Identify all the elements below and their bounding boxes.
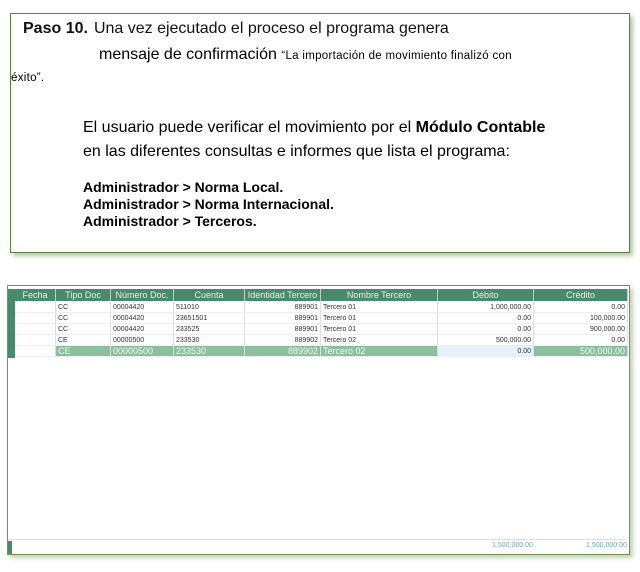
menu-path: Administrador > Terceros. — [83, 213, 257, 229]
cell-credito[interactable]: 0.00 — [534, 335, 628, 346]
cell-numero-doc[interactable]: 00004420 — [111, 302, 174, 313]
column-header-fecha[interactable]: Fecha — [15, 289, 56, 301]
cell-numero-doc[interactable]: 00004420 — [111, 313, 174, 324]
cell-nombre-tercero[interactable]: Tercero 01 — [321, 324, 438, 335]
step-text-2: mensaje de confirmación — [99, 46, 277, 63]
cell-debito[interactable]: 0.00 — [438, 346, 534, 357]
cell-credito[interactable]: 500,000.00 — [534, 346, 628, 357]
confirmation-message: “La importación de movimiento finalizó c… — [281, 50, 512, 62]
instruction-box: Paso 10. Una vez ejecutado el proceso el … — [10, 13, 630, 253]
cell-nombre-tercero[interactable]: Tercero 01 — [321, 302, 438, 313]
cell-identidad-tercero[interactable]: 889902 — [245, 346, 321, 357]
cell-identidad-tercero[interactable]: 889901 — [245, 313, 321, 324]
totals-row — [8, 539, 627, 554]
column-header-identidad-tercero[interactable]: Identidad Tercero — [245, 289, 321, 301]
verify-text-before: El usuario puede verificar el movimiento… — [83, 119, 412, 136]
cell-tipo-doc[interactable]: CE — [56, 335, 111, 346]
cell-debito[interactable]: 0.00 — [438, 324, 534, 335]
cell-cuenta[interactable]: 233530 — [174, 335, 245, 346]
verify-text: El usuario puede verificar el movimiento… — [83, 116, 545, 164]
cell-identidad-tercero[interactable]: 889901 — [245, 324, 321, 335]
module-name: Módulo Contable — [415, 119, 546, 136]
column-header-numero-doc[interactable]: Número Doc. — [111, 289, 174, 301]
cell-nombre-tercero[interactable]: Tercero 02 — [321, 335, 438, 346]
cell-debito[interactable]: 0.00 — [438, 313, 534, 324]
column-header-cuenta[interactable]: Cuenta — [174, 289, 245, 301]
step-line: Paso 10. Una vez ejecutado el proceso el … — [23, 20, 449, 38]
cell-cuenta[interactable]: 511010 — [174, 302, 245, 313]
row-selector-column[interactable] — [8, 289, 15, 358]
cell-credito[interactable]: 0.00 — [534, 302, 628, 313]
confirmation-message-end: éxito”. — [11, 72, 45, 84]
cell-cuenta[interactable]: 23651501 — [174, 313, 245, 324]
cell-debito[interactable]: 500,000.00 — [438, 335, 534, 346]
cell-nombre-tercero[interactable]: Tercero 01 — [321, 313, 438, 324]
cell-fecha[interactable] — [15, 302, 56, 313]
cell-fecha[interactable] — [15, 335, 56, 346]
column-header-debito[interactable]: Débito — [438, 289, 534, 301]
cell-credito[interactable]: 100,000.00 — [534, 313, 628, 324]
cell-nombre-tercero[interactable]: Tercero 02 — [321, 346, 438, 357]
total-credito: 1,500,000.00 — [586, 542, 627, 549]
step-label: Paso 10. — [23, 20, 88, 37]
totals-row-marker — [8, 541, 12, 554]
cell-fecha[interactable] — [15, 346, 56, 357]
cell-cuenta[interactable]: 233530 — [174, 346, 245, 357]
menu-path: Administrador > Norma Internacional. — [83, 196, 334, 212]
cell-cuenta[interactable]: 233525 — [174, 324, 245, 335]
cell-debito[interactable]: 1,000,000.00 — [438, 302, 534, 313]
column-header-credito[interactable]: Crédito — [534, 289, 628, 301]
column-header-tipo-doc[interactable]: Tipo Doc — [56, 289, 111, 301]
cell-fecha[interactable] — [15, 324, 56, 335]
verify-text-after: en las diferentes consultas e informes q… — [83, 143, 510, 160]
menu-paths: Administrador > Norma Local. Administrad… — [83, 179, 334, 230]
cell-tipo-doc[interactable]: CC — [56, 302, 111, 313]
cell-numero-doc[interactable]: 00004420 — [111, 324, 174, 335]
total-debito: 1,500,000.00 — [492, 542, 533, 549]
menu-path: Administrador > Norma Local. — [83, 179, 284, 195]
cell-numero-doc[interactable]: 00000500 — [111, 346, 174, 357]
movements-grid[interactable]: 1,500,000.00 1,500,000.00 Fecha Tipo Doc N… — [7, 285, 630, 555]
cell-identidad-tercero[interactable]: 889902 — [245, 335, 321, 346]
step-text: Una vez ejecutado el proceso el programa… — [93, 20, 449, 37]
cell-credito[interactable]: 900,000.00 — [534, 324, 628, 335]
cell-tipo-doc[interactable]: CC — [56, 313, 111, 324]
cell-fecha[interactable] — [15, 313, 56, 324]
cell-tipo-doc[interactable]: CE — [56, 346, 111, 357]
step-line-2: mensaje de confirmación “La importación … — [99, 46, 512, 64]
column-header-nombre-tercero[interactable]: Nombre Tercero — [321, 289, 438, 301]
cell-numero-doc[interactable]: 00000500 — [111, 335, 174, 346]
cell-identidad-tercero[interactable]: 889901 — [245, 302, 321, 313]
cell-tipo-doc[interactable]: CC — [56, 324, 111, 335]
